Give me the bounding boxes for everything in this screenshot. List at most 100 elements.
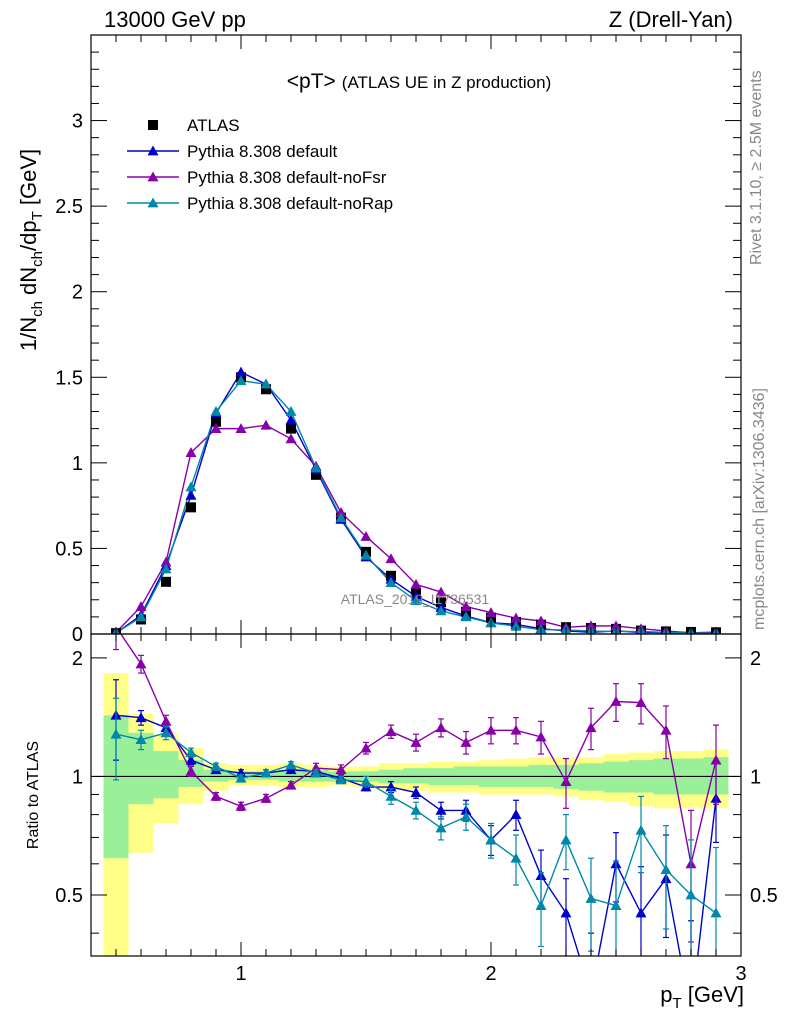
y-tick-label-ratio-right: 2: [750, 648, 761, 670]
pythia-8-308-default-nofsr-point: [410, 578, 422, 589]
pythia-8-308-default-nofsr-point: [210, 423, 222, 434]
pythia-8-308-default-nofsr-ratio-point: [485, 724, 497, 735]
pythia-8-308-default-norap-point: [160, 563, 172, 574]
pythia-8-308-default-nofsr-ratio-point: [335, 764, 347, 775]
pythia-8-308-default-nofsr-ratio-point: [710, 754, 722, 765]
watermark: ATLAS_2019_I1736531: [341, 591, 490, 607]
pythia-8-308-default-norap-ratio-point: [235, 772, 247, 783]
pythia-8-308-default-nofsr-ratio-point: [460, 736, 472, 747]
pythia-8-308-default-nofsr-ratio-point: [510, 724, 522, 735]
pythia-8-308-default-norap-ratio-point: [185, 747, 197, 757]
pythia-8-308-default-nofsr-point: [585, 620, 597, 631]
pythia-8-308-default-nofsr-point: [435, 586, 447, 597]
pythia-8-308-default-norap-point: [135, 611, 147, 622]
pythia-8-308-default-ratio-point: [560, 907, 572, 918]
pythia-8-308-default-nofsr-ratio-point: [260, 792, 272, 803]
pythia-8-308-default-norap-ratio-point: [410, 804, 422, 815]
pythia-8-308-default-nofsr-ratio-point: [185, 765, 197, 776]
pythia-8-308-default-norap-ratio-point: [310, 767, 322, 778]
pythia-8-308-default-norap-ratio-point: [660, 864, 672, 875]
pythia-8-308-default-norap-point: [510, 620, 522, 631]
pythia-8-308-default-norap-ratio-point: [635, 824, 647, 835]
pythia-8-308-default-nofsr-ratio-point: [160, 715, 172, 726]
pythia-8-308-default-nofsr-ratio-point: [235, 800, 247, 811]
pythia-8-308-default-norap-ratio-point: [685, 889, 697, 900]
pythia-8-308-default-norap-point: [185, 481, 197, 492]
legend-marker-pythia-8-308-default: [147, 145, 159, 156]
y-tick-label-main: 1.5: [55, 367, 83, 389]
pythia-8-308-default-norap-ratio-point: [360, 776, 372, 787]
pythia-8-308-default-nofsr-point: [235, 423, 247, 434]
y-tick-label-main: 0.5: [55, 538, 83, 560]
atlas-point: [311, 469, 321, 480]
pythia-8-308-default-norap-ratio-point: [510, 852, 522, 863]
pythia-8-308-default-nofsr-point: [610, 620, 622, 631]
pythia-8-308-default-norap-ratio-point: [135, 734, 147, 745]
pythia-8-308-default-norap-ratio-point: [485, 834, 497, 845]
pythia-8-308-default-nofsr-ratio-point: [410, 736, 422, 747]
y-tick-label-main: 2: [72, 282, 83, 304]
chart-title: <pT> (ATLAS UE in Z production): [287, 70, 551, 93]
ratio-y-axis-label: Ratio to ATLAS: [25, 741, 42, 849]
axes-layer: 1 2 3 0 0.5 1 1.5 2 2.5 3 0.5 0.5 1 1 2 2: [55, 34, 778, 985]
pythia-8-308-default-nofsr-point: [185, 447, 197, 457]
legend-marker-pythia-8-308-default-nofsr: [147, 171, 159, 182]
rivet-version-label: Rivet 3.1.10, ≥ 2.5M events: [748, 70, 765, 265]
pythia-8-308-default-nofsr-point: [510, 612, 522, 623]
y-axis-label: 1/Nch dNch/dpT [GeV]: [16, 149, 46, 351]
pythia-8-308-default-nofsr-ratio-point: [285, 779, 297, 790]
band-green-bin: [153, 751, 179, 799]
pythia-8-308-default-nofsr-ratio-point: [535, 731, 547, 742]
pythia-8-308-default-nofsr-point: [135, 601, 147, 612]
pythia-8-308-default-nofsr-point: [260, 419, 272, 430]
legend-marker-pythia-8-308-default-norap: [147, 197, 159, 208]
pythia-8-308-default-norap-ratio-point: [560, 834, 572, 845]
x-tick-label: 3: [735, 963, 746, 985]
pythia-8-308-default-ratio-point: [635, 907, 647, 918]
pythia-8-308-default-nofsr-point: [335, 506, 347, 517]
pythia-8-308-default-nofsr-ratio-point: [210, 790, 222, 801]
pythia-8-308-default-norap-point: [460, 611, 472, 622]
band-green-bin: [603, 761, 629, 793]
pythia-8-308-default-nofsr-ratio-point: [585, 722, 597, 733]
pythia-8-308-default-norap-ratio-point: [385, 790, 397, 801]
legend: ATLAS Pythia 8.308 default Pythia 8.308 de…: [127, 116, 393, 213]
atlas-point: [186, 502, 196, 513]
pythia-8-308-default-norap-ratio-point: [160, 727, 172, 738]
pythia-8-308-default-norap-ratio-point: [260, 767, 272, 778]
source-label: mcplots.cern.ch [arXiv:1306.3436]: [751, 388, 768, 630]
legend-label-pythia-8-308-default-norap: Pythia 8.308 default-noRap: [187, 194, 393, 213]
pythia-8-308-default-norap-point: [360, 549, 372, 560]
pythia-8-308-default-ratio-point: [185, 754, 197, 765]
pythia-8-308-default-ratio-point: [435, 804, 447, 815]
y-tick-label-main: 0: [72, 624, 83, 646]
atlas-point: [211, 416, 221, 427]
ratio-series-layer: [110, 634, 722, 999]
legend-label-atlas: ATLAS: [187, 116, 240, 135]
y-tick-label-main: 3: [72, 111, 83, 133]
pythia-8-308-default-norap-ratio-point: [460, 811, 472, 822]
y-tick-label-ratio-left: 1: [72, 766, 83, 788]
pythia-8-308-default-nofsr-ratio-point: [135, 658, 147, 669]
pythia-8-308-default-norap-point: [260, 378, 272, 389]
pythia-8-308-default-norap-point: [335, 512, 347, 523]
pythia-8-308-default-nofsr-ratio-point: [385, 726, 397, 736]
pythia-8-308-default-point: [185, 489, 197, 500]
pythia-8-308-default-ratio-point: [410, 787, 422, 797]
band-green-bin: [203, 769, 229, 782]
pythia-8-308-default-point: [285, 414, 297, 425]
pythia-8-308-default-nofsr-ratio-point: [635, 697, 647, 708]
legend-label-pythia-8-308-default-nofsr: Pythia 8.308 default-noFsr: [187, 168, 387, 187]
pythia-8-308-default-nofsr-point: [160, 556, 172, 567]
pythia-8-308-default-ratio-point: [586, 989, 597, 999]
pythia-8-308-default-point: [235, 366, 247, 377]
pythia-8-308-default-nofsr-ratio-point: [610, 695, 622, 706]
legend-marker-atlas: [148, 120, 158, 130]
pythia-8-308-default-nofsr-ratio-point: [360, 742, 372, 753]
pythia-8-308-default-nofsr-ratio-point: [435, 722, 447, 733]
pythia-8-308-default-nofsr-point: [385, 553, 397, 564]
atlas-point: [261, 384, 271, 395]
atlas-point: [161, 576, 171, 587]
pythia-8-308-default-nofsr-point: [485, 607, 497, 618]
pythia-8-308-default-norap-point: [310, 462, 322, 473]
